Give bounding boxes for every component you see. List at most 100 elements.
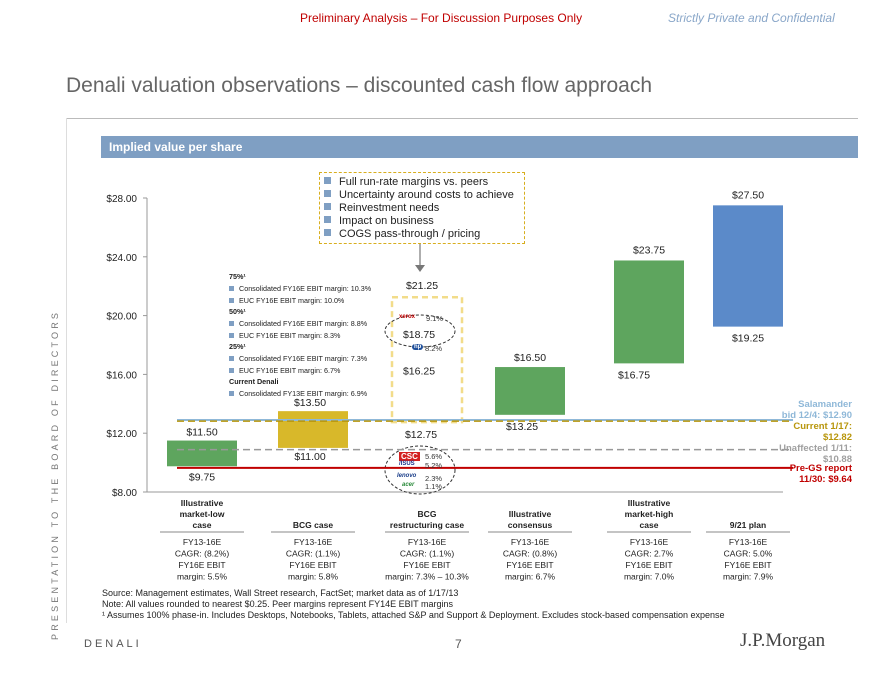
bcg-restructuring-mark-label: $18.75 xyxy=(403,329,435,341)
case-item: Consolidated FY13E EBIT margin: 6.9% xyxy=(229,389,367,398)
salamander-label: Salamander bid 12/4: $12.90 xyxy=(782,399,852,421)
bullet-square-icon xyxy=(229,286,234,291)
category-detail: CAGR: (1.1%) xyxy=(286,549,340,559)
bullet-square-icon xyxy=(229,391,234,396)
category-detail: FY13-16E xyxy=(294,537,333,547)
bar-high-label: $11.50 xyxy=(186,427,217,439)
callout-item-text: COGS pass-through / pricing xyxy=(339,228,481,240)
bar-low-label: $11.00 xyxy=(294,451,325,463)
case-item-text: Consolidated FY16E EBIT margin: 10.3% xyxy=(239,284,372,293)
category-detail: CAGR: 5.0% xyxy=(724,549,773,559)
callout-item-text: Uncertainty around costs to achieve xyxy=(339,189,514,201)
category-detail: CAGR: 2.7% xyxy=(625,549,674,559)
bullet-square-icon xyxy=(324,203,331,210)
category-detail: margin: 7.0% xyxy=(624,572,675,582)
case-heading-75: 75%¹ xyxy=(229,272,246,281)
category-detail: FY16E EBIT xyxy=(403,560,450,570)
section-header-bar: Implied value per share xyxy=(101,136,858,158)
case-heading-25: 25%¹ xyxy=(229,342,246,351)
current-price-label: Current 1/17: $12.82 xyxy=(793,421,852,443)
xerox-margin: 9.1% xyxy=(426,314,444,323)
category-label: consensus xyxy=(508,520,553,530)
category-detail: margin: 5.5% xyxy=(177,572,228,582)
y-tick-label: $12.00 xyxy=(106,429,137,440)
case-item: Consolidated FY16E EBIT margin: 8.8% xyxy=(229,319,367,328)
arrow-head-icon xyxy=(415,265,425,272)
bullet-square-icon xyxy=(324,190,331,197)
y-tick-label: $24.00 xyxy=(106,253,137,264)
bar-bcg-restructuring xyxy=(390,295,464,424)
pre-gs-label: Pre-GS report 11/30: $9.64 xyxy=(790,463,852,485)
jpmorgan-logo: J.P.Morgan xyxy=(740,630,826,651)
category-detail: FY13-16E xyxy=(729,537,768,547)
lenovo-margin: 2.3% xyxy=(425,474,443,483)
y-tick-label: $28.00 xyxy=(106,194,137,205)
category-detail: margin: 5.8% xyxy=(288,572,339,582)
footnote-1: ¹ Assumes 100% phase-in. Includes Deskto… xyxy=(102,610,725,620)
xerox-logo: xerox xyxy=(399,314,416,320)
category-label: Illustrative xyxy=(628,498,671,508)
bars-layer xyxy=(167,205,783,495)
category-detail: FY13-16E xyxy=(511,537,550,547)
lenovo-logo: lenovo xyxy=(397,473,417,479)
callout-item: Reinvestment needs xyxy=(324,202,439,214)
bar xyxy=(713,205,783,327)
case-item-text: Consolidated FY16E EBIT margin: 8.8% xyxy=(239,319,368,328)
salamander-label-line2: bid 12/4: $12.90 xyxy=(781,410,852,421)
category-detail: CAGR: (0.8%) xyxy=(503,549,557,559)
section-title: Implied value per share xyxy=(109,140,243,154)
y-tick-label: $8.00 xyxy=(112,488,137,499)
bar-low-label: $12.75 xyxy=(405,429,437,441)
page-title: Denali valuation observations – discount… xyxy=(66,74,653,97)
y-tick-label: $20.00 xyxy=(106,312,137,323)
bar-high-label: $27.50 xyxy=(732,189,764,201)
hp-margin: 8.2% xyxy=(425,344,443,353)
category-detail: FY13-16E xyxy=(408,537,447,547)
callout-item-text: Full run-rate margins vs. peers xyxy=(339,176,489,188)
peer-ellipse-low xyxy=(384,445,456,495)
case-item: EUC FY16E EBIT margin: 6.7% xyxy=(229,366,340,375)
bar-low-label: $19.25 xyxy=(732,333,764,345)
csc-margin: 5.6% xyxy=(425,452,443,461)
footnote-source: Source: Management estimates, Wall Stree… xyxy=(102,588,459,598)
pregs-label-line1: Pre-GS report xyxy=(789,463,852,474)
reference-lines-layer xyxy=(177,418,793,469)
axis-layer: $8.00 $12.00 $16.00 $20.00 $24.00 $28.00 xyxy=(106,194,783,499)
bullet-square-icon xyxy=(229,321,234,326)
header-confidential: Strictly Private and Confidential xyxy=(668,11,835,25)
case-item: Consolidated FY16E EBIT margin: 7.3% xyxy=(229,354,367,363)
bullet-square-icon xyxy=(229,333,234,338)
unaffected-label-line1: Unaffected 1/11: xyxy=(779,443,852,454)
category-detail: FY13-16E xyxy=(630,537,669,547)
footer-company: DENALI xyxy=(84,638,142,650)
category-label: case xyxy=(193,520,212,530)
category-detail: FY16E EBIT xyxy=(625,560,672,570)
acer-logo: acer xyxy=(402,482,415,488)
category-label: Illustrative xyxy=(181,498,224,508)
category-label: market-high xyxy=(625,509,674,519)
case-item-text: Consolidated FY16E EBIT margin: 7.3% xyxy=(239,354,368,363)
page-number: 7 xyxy=(455,637,462,651)
bullet-square-icon xyxy=(229,356,234,361)
category-detail: margin: 7.9% xyxy=(723,572,774,582)
csc-logo: CSC xyxy=(399,452,420,461)
asus-margin: 5.2% xyxy=(425,461,443,470)
acer-margin: 1.1% xyxy=(425,482,443,491)
case-item-text: EUC FY16E EBIT margin: 6.7% xyxy=(239,366,341,375)
unaffected-price-label: Unaffected 1/11: $10.88 xyxy=(779,443,852,465)
unaffected-label-line2: $10.88 xyxy=(822,454,852,465)
bullet-square-icon xyxy=(229,368,234,373)
footnote-note: Note: All values rounded to nearest $0.2… xyxy=(102,599,454,609)
pregs-label-line2: 11/30: $9.64 xyxy=(799,474,852,485)
category-label: 9/21 plan xyxy=(730,520,766,530)
category-detail: CAGR: (8.2%) xyxy=(175,549,229,559)
callout-item: Full run-rate margins vs. peers xyxy=(324,176,488,188)
bar-low-label: $13.25 xyxy=(506,421,538,433)
category-labels-layer: Illustrativemarket-lowcaseFY13-16ECAGR: … xyxy=(160,498,790,582)
bar-high-label: $21.25 xyxy=(406,280,438,292)
callout-item: Impact on business xyxy=(324,215,434,227)
category-detail: FY16E EBIT xyxy=(506,560,553,570)
category-detail: CAGR: (1.1%) xyxy=(400,549,454,559)
category-label: BCG xyxy=(418,509,437,519)
